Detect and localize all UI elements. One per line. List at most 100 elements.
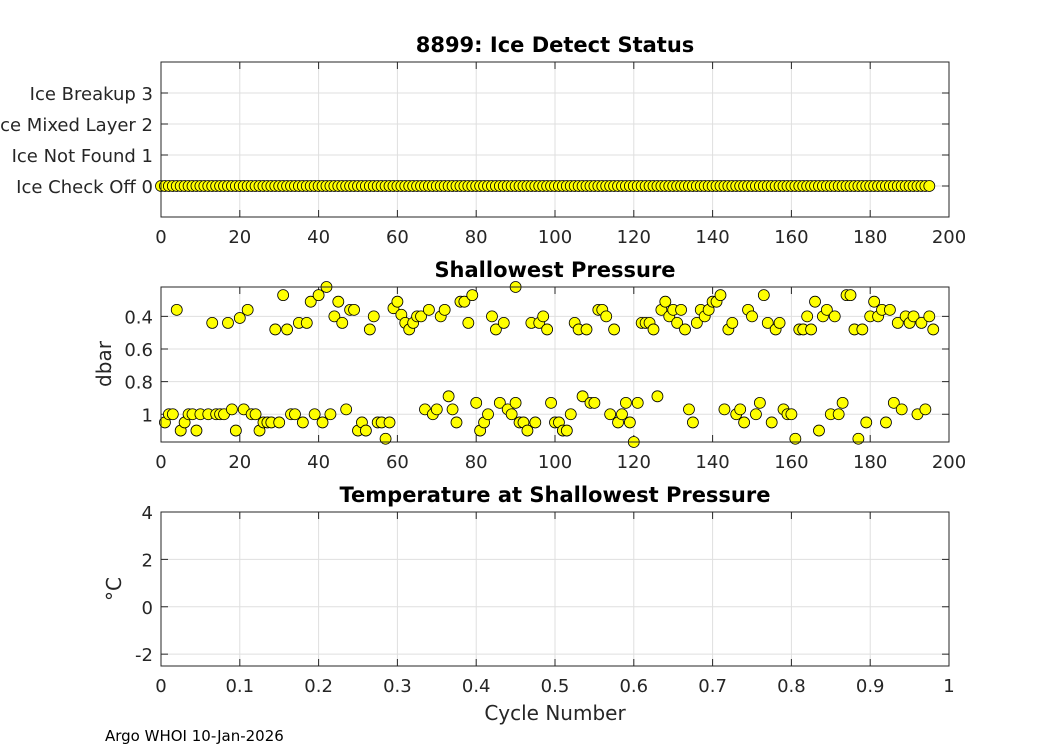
temperature-ticks: [160, 511, 950, 666]
data-point: [915, 316, 928, 329]
data-point: [761, 316, 774, 329]
data-point: [753, 396, 766, 409]
x-tick-label: 0: [155, 227, 166, 248]
data-point: [813, 424, 825, 437]
data-point: [277, 289, 290, 302]
data-point: [336, 316, 349, 329]
data-point: [860, 416, 873, 429]
data-point: [852, 432, 865, 445]
data-point: [789, 432, 802, 445]
ice-chart-title: 8899: Ice Detect Status: [416, 33, 695, 57]
data-point: [616, 408, 628, 421]
temperature-axes-box: [160, 511, 950, 667]
data-point: [383, 416, 396, 429]
x-tick-label: 0.5: [541, 676, 570, 697]
data-point: [675, 303, 687, 316]
footer-credit: Argo WHOI 10-Jan-2026: [105, 727, 284, 745]
y-tick-label: Ice Breakup 3: [30, 84, 153, 105]
data-point: [541, 323, 554, 336]
data-point: [363, 323, 376, 336]
data-point: [190, 424, 203, 437]
data-point: [683, 403, 695, 416]
data-point: [651, 390, 664, 403]
data-point: [856, 323, 869, 336]
data-point: [470, 396, 483, 409]
data-point: [324, 408, 337, 421]
data-point: [820, 303, 833, 316]
x-tick-label: 180: [853, 227, 887, 248]
data-point: [304, 295, 317, 308]
data-point: [529, 416, 542, 429]
y-tick-label: Ice Mixed Layer 2: [0, 115, 153, 136]
data-point: [923, 310, 936, 323]
data-point: [765, 416, 778, 429]
data-point: [367, 310, 380, 323]
data-point: [647, 323, 660, 336]
data-point: [458, 295, 471, 308]
data-point: [868, 295, 881, 308]
data-point: [891, 316, 904, 329]
y-tick-label: Ice Not Found 1: [12, 146, 153, 167]
data-point: [486, 310, 498, 323]
data-point: [423, 303, 435, 316]
x-tick-label: 140: [695, 227, 729, 248]
ice-tick-labels: 0 20 40 60 80 100 120 140 160 180 200 Ice Check Off…: [0, 84, 966, 248]
data-point: [241, 303, 254, 316]
x-tick-label: 120: [617, 227, 651, 248]
pressure-axes: 0 20 40 60 80 100 120 140 160 180 200 0.4 0.6 0.8 1 Sh…: [92, 258, 966, 473]
data-point: [229, 424, 242, 437]
data-point: [415, 310, 427, 323]
x-tick-label: 0.4: [462, 676, 491, 697]
data-point: [564, 408, 577, 421]
data-point: [379, 432, 392, 445]
data-point: [726, 316, 739, 329]
data-point: [170, 303, 183, 316]
data-point: [206, 316, 219, 329]
data-point: [659, 295, 672, 308]
data-point: [907, 310, 920, 323]
y-tick-label: -2: [135, 645, 153, 666]
data-point: [430, 403, 443, 416]
data-point: [884, 303, 896, 316]
data-point: [718, 403, 731, 416]
data-point: [927, 323, 940, 336]
data-point: [750, 408, 762, 421]
data-point: [880, 416, 892, 429]
data-point: [600, 310, 613, 323]
x-tick-label: 120: [617, 452, 651, 473]
data-point: [493, 396, 506, 409]
data-point: [446, 403, 459, 416]
data-point: [734, 403, 747, 416]
x-tick-label: 0: [155, 676, 166, 697]
data-point: [576, 390, 589, 403]
y-tick-label: Ice Check Off 0: [16, 177, 153, 198]
ice-status-axes: 0 20 40 60 80 100 120 140 160 180 200 Ice Check Off…: [0, 33, 966, 248]
x-tick-label: 20: [228, 452, 251, 473]
data-point: [785, 408, 798, 421]
y-tick-label: 0: [142, 598, 153, 619]
data-point: [620, 396, 632, 409]
data-point: [505, 408, 518, 421]
data-point: [687, 416, 699, 429]
x-tick-label: 40: [307, 452, 330, 473]
data-point: [233, 312, 246, 324]
data-point: [450, 416, 463, 429]
data-point: [269, 323, 282, 336]
y-tick-label: 0.8: [124, 373, 153, 394]
x-tick-label: 0.1: [225, 676, 254, 697]
data-point: [773, 316, 786, 329]
y-tick-label: 4: [142, 503, 153, 524]
pressure-tick-labels: 0 20 40 60 80 100 120 140 160 180 200 0.4 0.6 0.8 1: [124, 307, 966, 473]
y-tick-label: 0.6: [124, 340, 153, 361]
data-point: [348, 303, 360, 316]
data-point: [919, 403, 932, 416]
x-tick-label: 20: [228, 227, 251, 248]
data-point: [442, 390, 455, 403]
data-point: [312, 289, 325, 302]
data-point: [296, 416, 309, 429]
data-point: [690, 316, 703, 329]
data-point: [671, 316, 684, 329]
